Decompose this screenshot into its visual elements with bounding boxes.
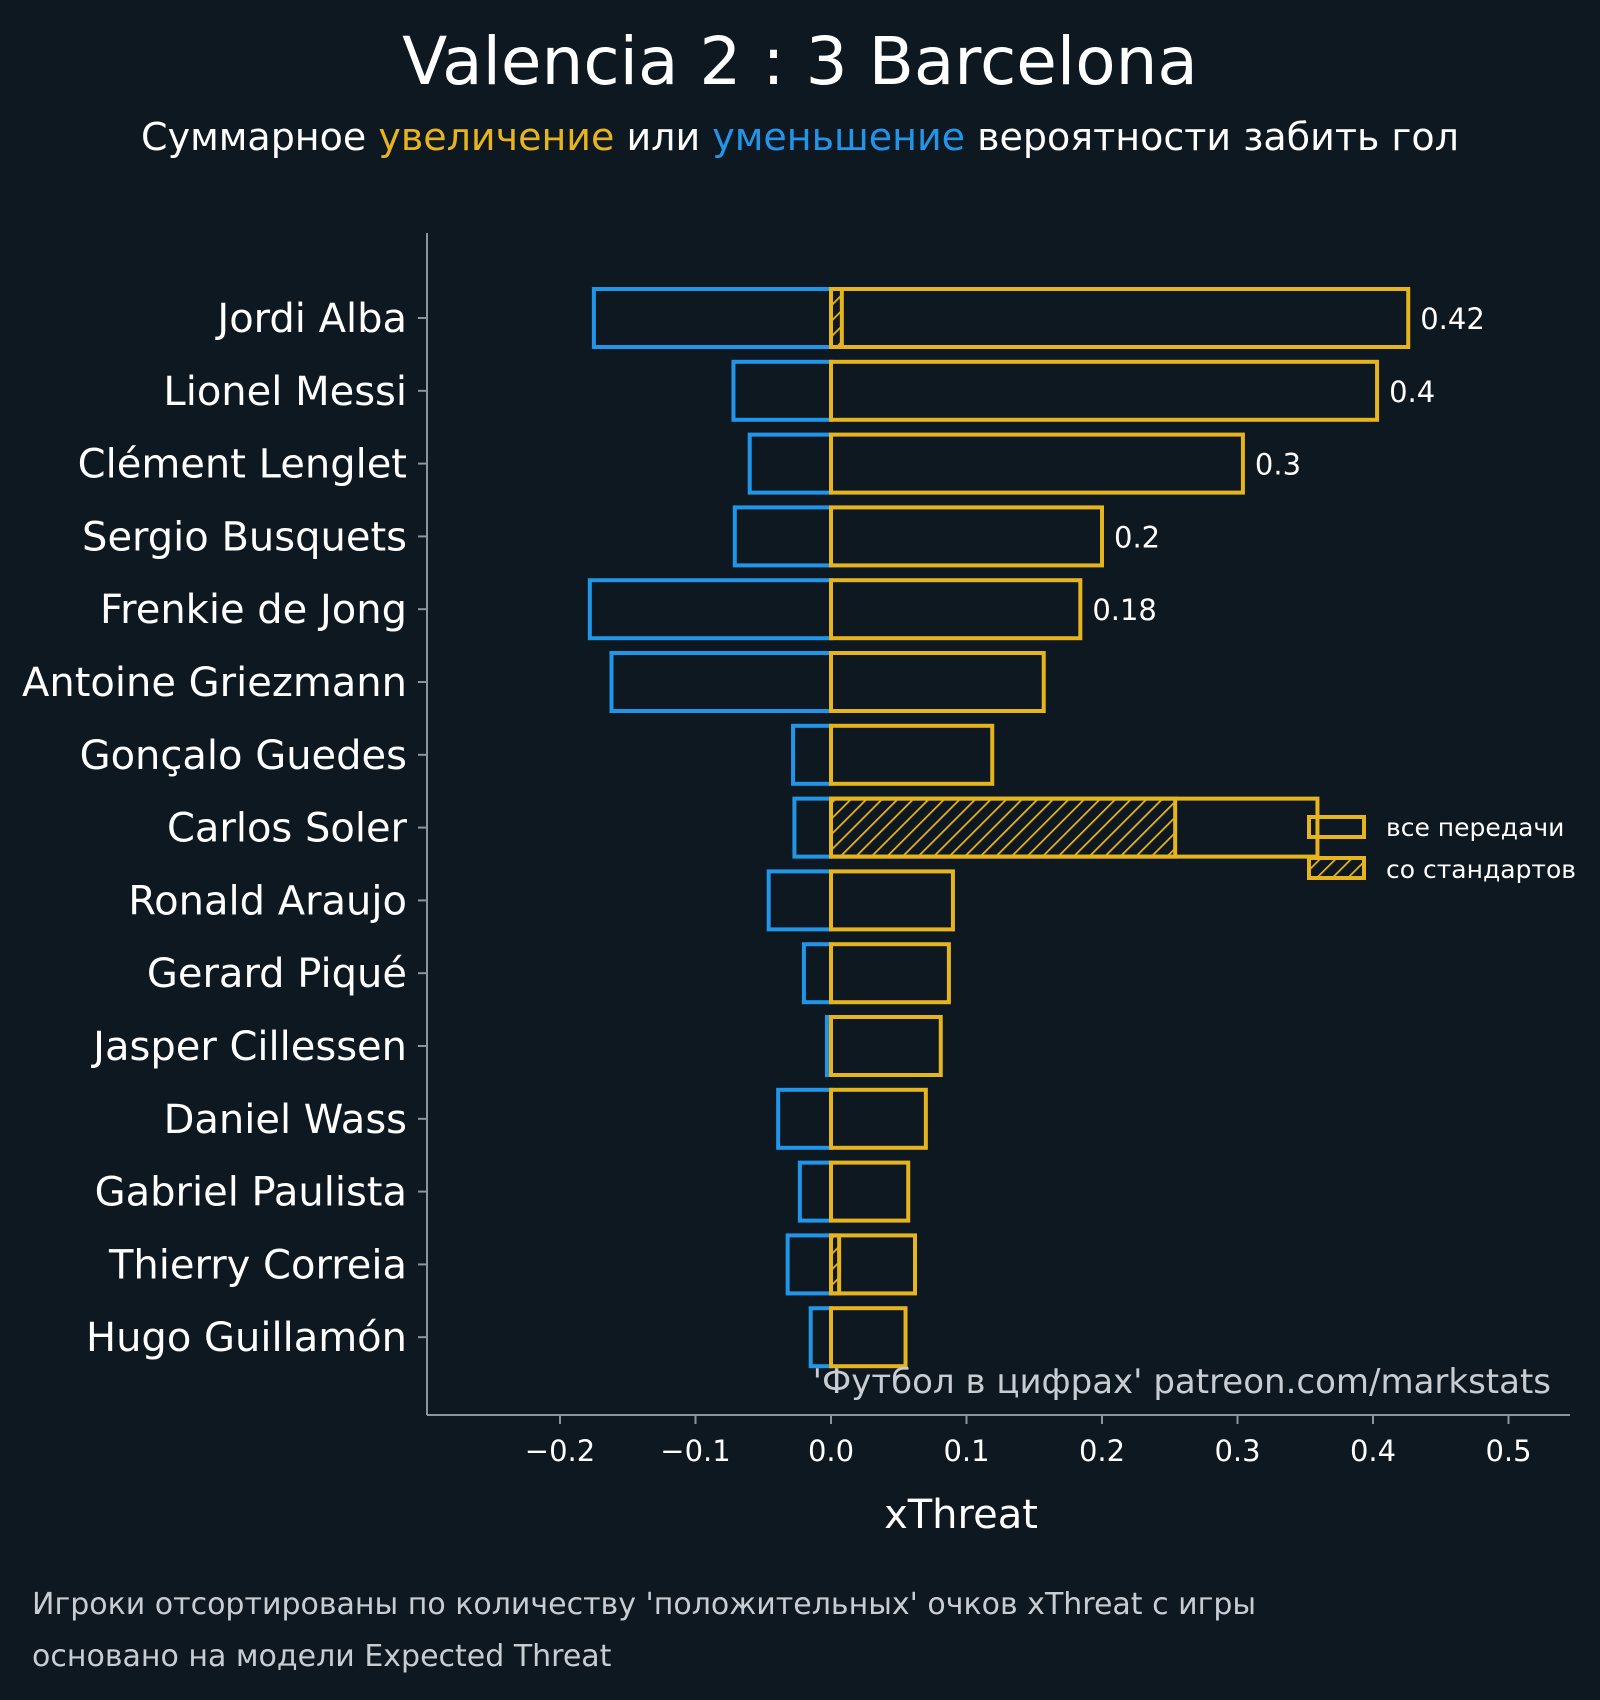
player-label: Sergio Busquets bbox=[82, 514, 407, 560]
player-label: Gerard Piqué bbox=[147, 951, 407, 997]
bar-all-passes bbox=[829, 723, 995, 786]
bar-all-passes bbox=[829, 651, 1046, 713]
bar-negative bbox=[808, 1306, 833, 1369]
chart-title: Valencia 2 : 3 Barcelona bbox=[402, 23, 1198, 100]
legend-swatch-set-pieces bbox=[1307, 856, 1366, 880]
bar-set-pieces bbox=[829, 796, 1178, 859]
subtitle-part2: или bbox=[614, 115, 712, 159]
player-label: Hugo Guillamón bbox=[86, 1315, 407, 1361]
bar-negative bbox=[747, 432, 834, 495]
x-tick-label: −0.1 bbox=[660, 1434, 730, 1468]
legend-swatch-all-passes bbox=[1307, 815, 1366, 839]
player-label: Antoine Griezmann bbox=[22, 660, 407, 706]
bar-negative bbox=[792, 796, 833, 859]
bar-negative bbox=[591, 287, 833, 349]
x-tick-label: 0.3 bbox=[1214, 1434, 1260, 1468]
x-tick-label: 0.5 bbox=[1485, 1434, 1531, 1468]
value-label: 0.18 bbox=[1092, 593, 1157, 627]
bar-all-passes bbox=[829, 1087, 928, 1150]
bar-all-passes bbox=[829, 1160, 911, 1223]
bar-negative bbox=[609, 651, 833, 713]
player-label: Gonçalo Guedes bbox=[80, 733, 407, 779]
bar-negative bbox=[587, 578, 833, 641]
bar-all-passes bbox=[829, 359, 1380, 422]
player-label: Frenkie de Jong bbox=[100, 587, 407, 633]
value-label: 0.2 bbox=[1114, 520, 1160, 554]
bar-negative bbox=[797, 1160, 834, 1223]
bar-all-passes bbox=[829, 942, 951, 1005]
bar-all-passes bbox=[829, 869, 955, 932]
bar-all-passes bbox=[829, 1015, 943, 1077]
bar-all-passes bbox=[829, 1306, 908, 1369]
bar-negative bbox=[791, 723, 833, 786]
player-label: Clément Lenglet bbox=[78, 442, 407, 488]
watermark: 'Футбол в цифрах' patreon.com/markstats bbox=[813, 1362, 1551, 1402]
value-label: 0.42 bbox=[1420, 302, 1485, 336]
bar-all-passes bbox=[829, 578, 1083, 641]
bar-all-passes bbox=[829, 796, 1320, 859]
footnote-line-2: основано на модели Expected Threat bbox=[32, 1639, 612, 1674]
x-tick-label: −0.2 bbox=[525, 1434, 595, 1468]
chart-subtitle: Суммарное увеличение или уменьшение веро… bbox=[141, 115, 1459, 159]
player-label: Carlos Soler bbox=[167, 806, 408, 852]
legend: все передачи со стандартов bbox=[1307, 813, 1576, 884]
x-tick-label: 0.4 bbox=[1350, 1434, 1396, 1468]
subtitle-part1: Суммарное bbox=[141, 115, 378, 159]
bar-negative bbox=[776, 1087, 834, 1150]
bar-all-passes bbox=[829, 432, 1245, 495]
value-label: 0.4 bbox=[1389, 375, 1435, 409]
x-tick-label: 0.1 bbox=[943, 1434, 989, 1468]
bar-negative bbox=[801, 942, 834, 1005]
x-tick-label: 0.0 bbox=[808, 1434, 854, 1468]
legend-label-all-passes: все передачи bbox=[1386, 813, 1564, 842]
value-label: 0.3 bbox=[1255, 448, 1301, 482]
legend-label-set-pieces: со стандартов bbox=[1386, 855, 1576, 884]
footnote-line-1: Игроки отсортированы по количеству 'поло… bbox=[32, 1587, 1256, 1622]
bar-negative bbox=[766, 869, 833, 932]
player-label: Jordi Alba bbox=[214, 296, 407, 342]
plot-area: Jordi Alba 0.42 Lionel Messi 0.4 Clément Len… bbox=[22, 287, 1532, 1468]
player-label: Lionel Messi bbox=[163, 369, 407, 415]
subtitle-part3: вероятности забить гол bbox=[965, 115, 1459, 159]
bar-all-passes bbox=[829, 1233, 918, 1296]
player-label: Jasper Cillessen bbox=[90, 1024, 407, 1070]
player-label: Gabriel Paulista bbox=[95, 1170, 407, 1216]
player-label: Thierry Correia bbox=[108, 1242, 407, 1288]
player-label: Ronald Araujo bbox=[128, 878, 407, 924]
player-label: Daniel Wass bbox=[164, 1097, 407, 1143]
subtitle-negative-word: уменьшение bbox=[712, 115, 965, 159]
bar-all-passes bbox=[829, 505, 1104, 568]
bar-all-passes bbox=[829, 287, 1411, 349]
bar-negative bbox=[731, 359, 833, 422]
bar-negative bbox=[732, 505, 833, 568]
bar-negative bbox=[785, 1233, 834, 1296]
subtitle-positive-word: увеличение bbox=[378, 115, 614, 159]
x-tick-label: 0.2 bbox=[1079, 1434, 1125, 1468]
x-axis-title: xThreat bbox=[884, 1492, 1038, 1538]
